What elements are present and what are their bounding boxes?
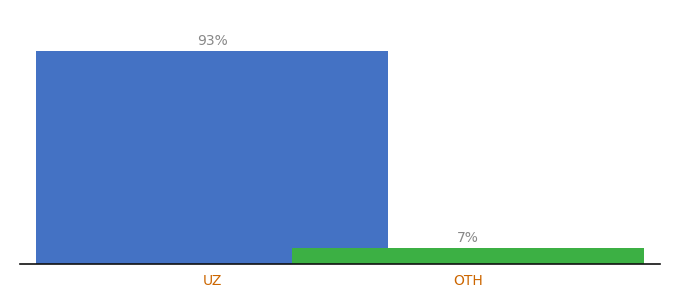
Text: 93%: 93% [197,34,228,48]
Bar [36,51,388,264]
Bar [292,248,643,264]
Text: 7%: 7% [457,231,479,244]
